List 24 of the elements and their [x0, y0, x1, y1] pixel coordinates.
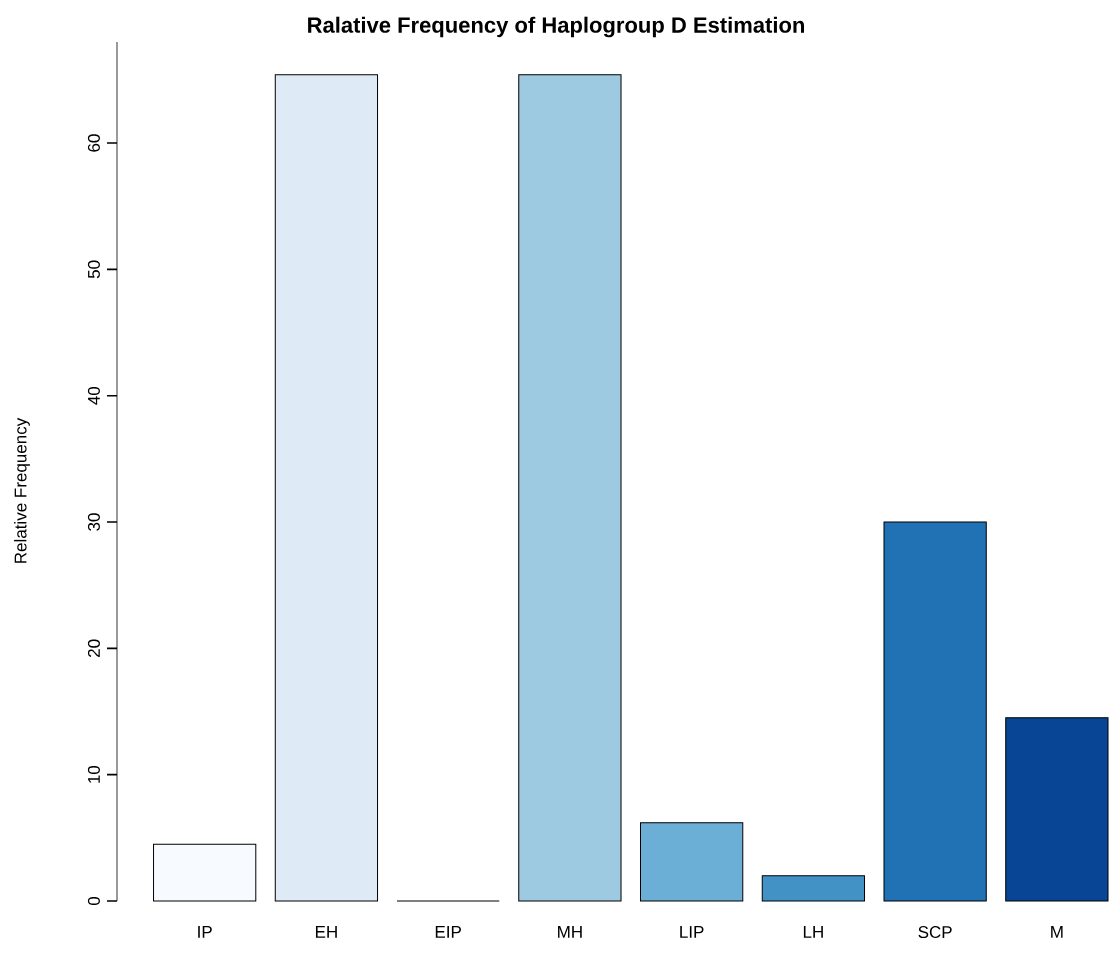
- chart-title: Ralative Frequency of Haplogroup D Estimation: [308, 16, 805, 38]
- bar: [153, 843, 257, 902]
- x-tick-label: EIP: [435, 926, 461, 938]
- y-tick-label: 40: [87, 386, 100, 405]
- bar: [883, 521, 987, 902]
- x-tick-label: IP: [198, 926, 212, 938]
- x-tick-label: LH: [803, 926, 823, 938]
- bar: [761, 875, 866, 902]
- y-tick-label: 20: [87, 639, 100, 657]
- y-tick-label: 50: [87, 260, 100, 279]
- bar: [1005, 717, 1109, 902]
- bar: [640, 822, 744, 902]
- bar: [518, 74, 622, 902]
- y-tick-label: 10: [87, 765, 100, 783]
- x-tick-label: M: [1051, 926, 1063, 938]
- x-tick-label: SCP: [918, 926, 952, 939]
- x-tick-label: MH: [558, 926, 582, 938]
- y-tick-label: 60: [87, 134, 100, 152]
- x-tick-label: LIP: [680, 926, 704, 938]
- y-tick-label: 30: [87, 513, 100, 531]
- y-axis-title: Relative Frequency: [14, 417, 30, 563]
- x-tick-label: EH: [315, 926, 337, 938]
- bar: [274, 74, 379, 902]
- y-tick-label: 0: [87, 896, 100, 906]
